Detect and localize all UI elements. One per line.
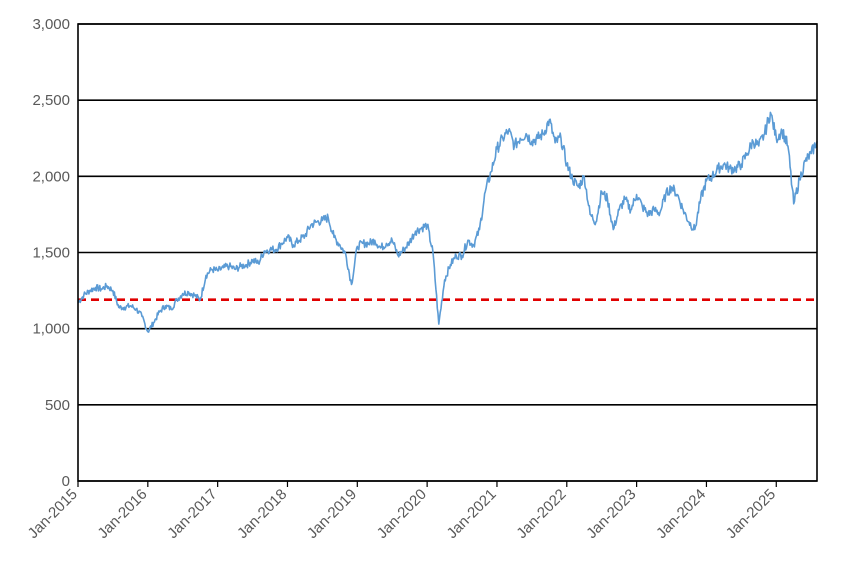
x-axis-ticks xyxy=(77,481,777,487)
x-tick-label: Jan-2024 xyxy=(653,486,709,542)
y-gridlines xyxy=(78,23,817,482)
x-tick-label: Jan-2020 xyxy=(374,486,430,542)
y-tick-label: 1,000 xyxy=(32,321,70,338)
x-axis-tick-labels: Jan-2015 Jan-2016 Jan-2017 Jan-2018 Jan-2019… xyxy=(25,486,780,542)
x-tick-label: Jan-2015 xyxy=(25,486,81,542)
y-tick-label: 2,500 xyxy=(32,92,70,109)
y-axis-tick-labels: 0 500 1,000 1,500 2,000 2,500 3,000 xyxy=(32,16,70,490)
x-tick-label: Jan-2016 xyxy=(94,486,150,542)
y-tick-label: 2,000 xyxy=(32,168,70,185)
y-tick-label: 0 xyxy=(62,473,70,490)
x-tick-label: Jan-2019 xyxy=(304,486,360,542)
y-tick-label: 3,000 xyxy=(32,16,70,33)
x-tick-label: Jan-2025 xyxy=(723,486,779,542)
x-tick-label: Jan-2021 xyxy=(444,486,500,542)
series-line xyxy=(77,111,818,333)
plot-area-frame xyxy=(77,23,818,482)
y-tick-label: 500 xyxy=(45,397,70,414)
x-tick-label: Jan-2022 xyxy=(513,486,569,542)
x-tick-label: Jan-2023 xyxy=(583,486,639,542)
y-tick-label: 1,500 xyxy=(32,245,70,262)
x-tick-label: Jan-2017 xyxy=(164,486,220,542)
x-tick-label: Jan-2018 xyxy=(234,486,290,542)
